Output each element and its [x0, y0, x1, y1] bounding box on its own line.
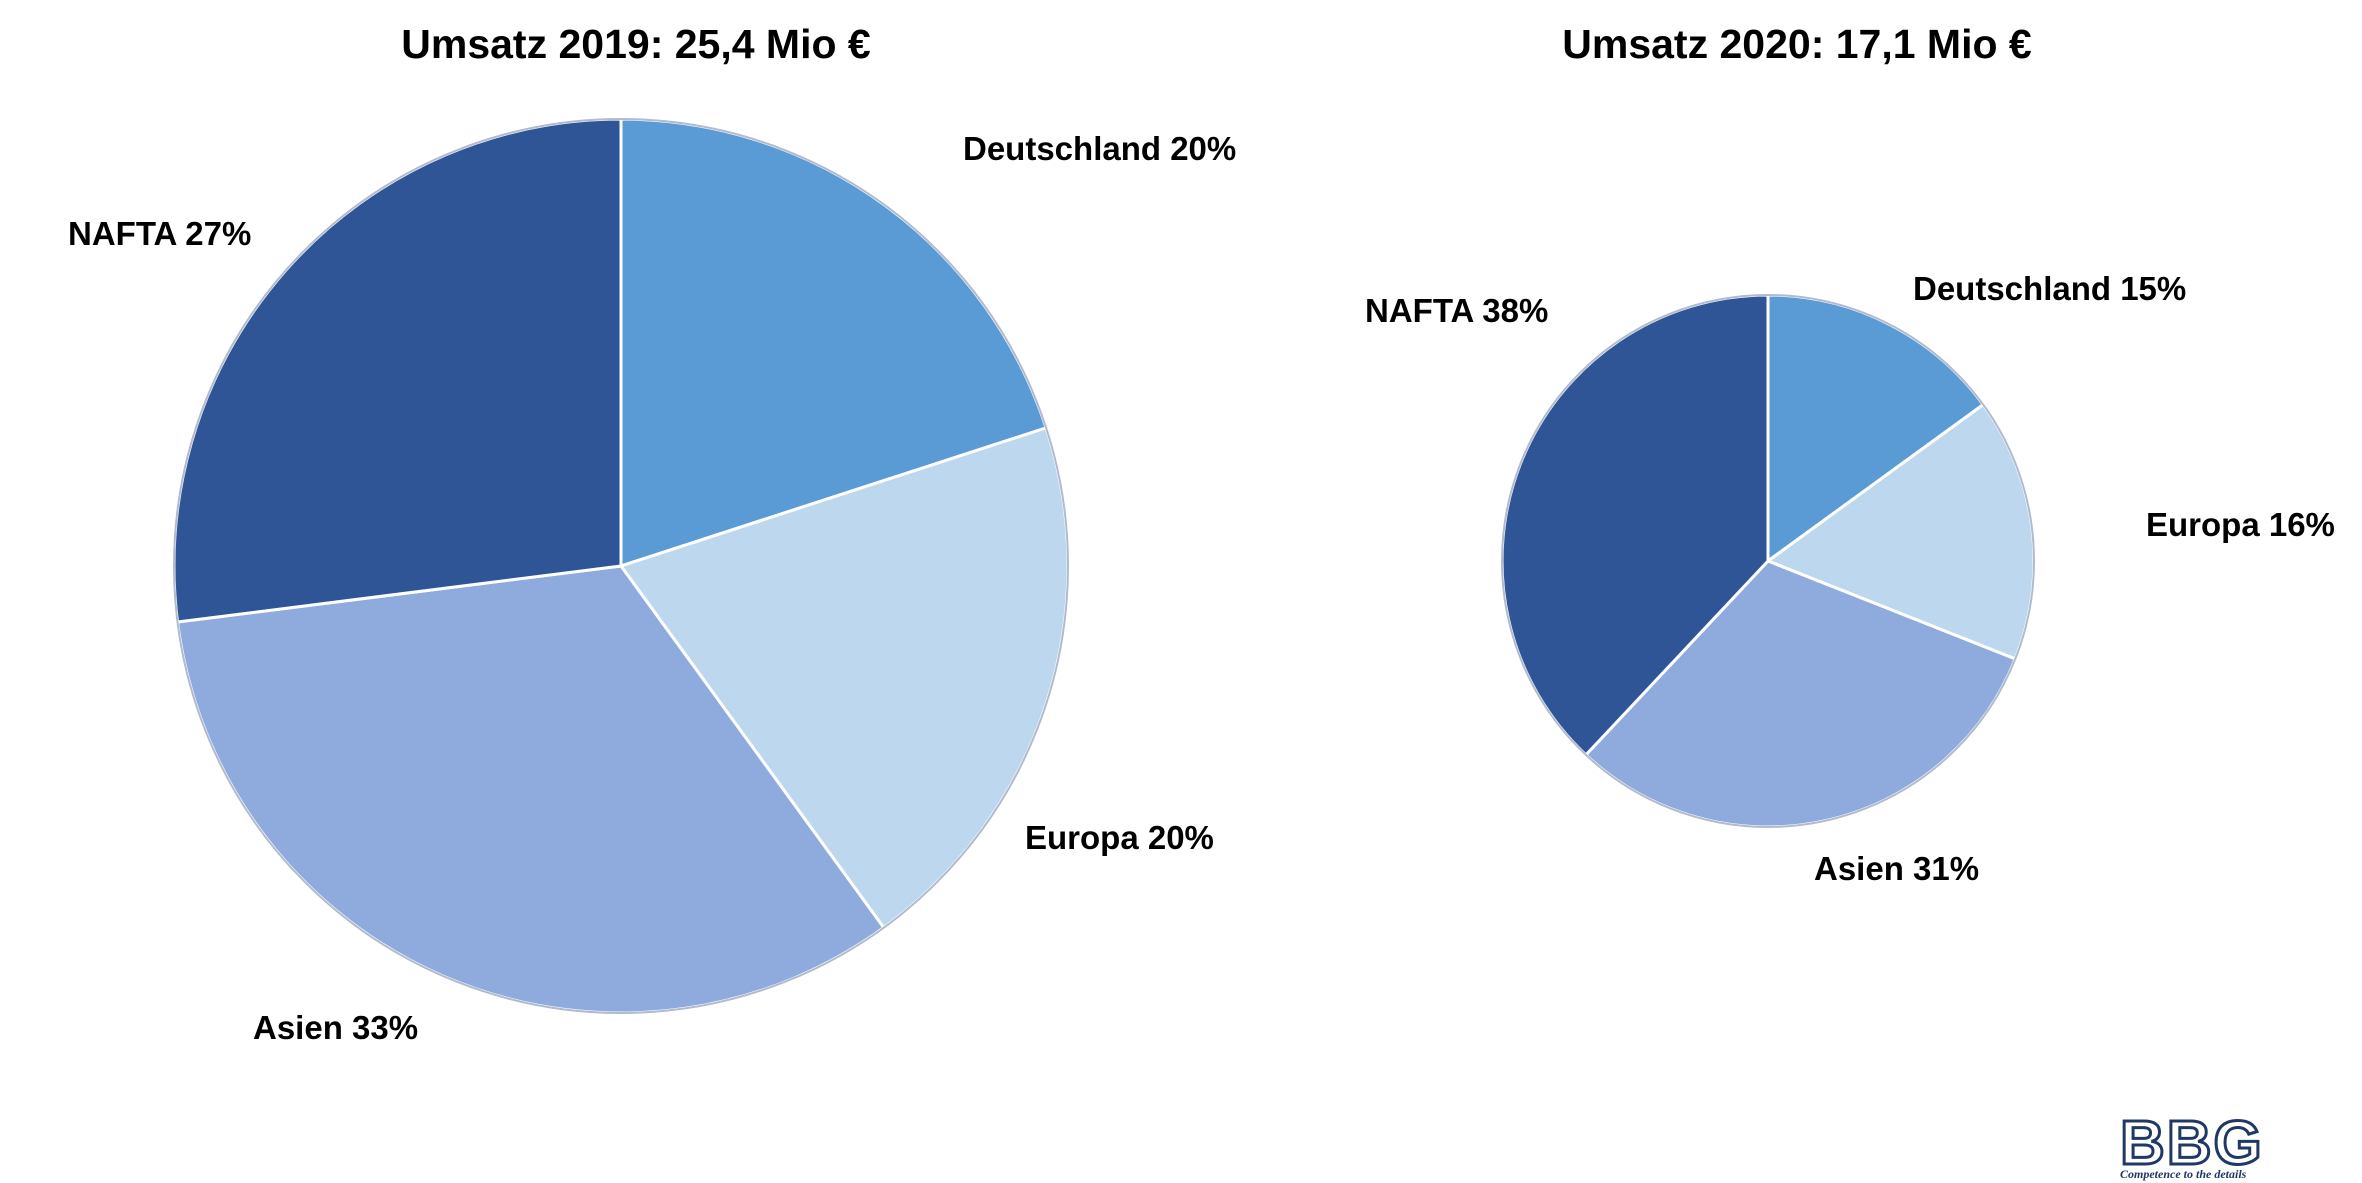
logo-letters: BBG — [2120, 1112, 2264, 1178]
chart-title-2019: Umsatz 2019: 25,4 Mio € — [401, 21, 871, 67]
pie-slice-europa-2020 — [1766, 403, 2036, 661]
slice-label-asien-2019: Asien 33% — [253, 1009, 418, 1046]
slice-label-nafta-2020: NAFTA 38% — [1365, 292, 1548, 329]
pie-chart-2019: Umsatz 2019: 25,4 Mio € Deutschland 20% … — [68, 21, 1236, 1046]
pie-slice-asien-2019 — [176, 564, 886, 1015]
slice-label-asien-2020: Asien 31% — [1814, 850, 1979, 887]
slice-label-europa-2019: Europa 20% — [1025, 819, 1214, 856]
pie-slices-2019 — [172, 117, 1070, 1015]
slice-label-nafta-2019: NAFTA 27% — [68, 215, 251, 252]
pie-slice-nafta-2020 — [1500, 293, 1770, 757]
slice-label-europa-2020: Europa 16% — [2146, 506, 2335, 543]
pie-outline-2020 — [1501, 294, 2035, 828]
pie-slice-deutschland-2019 — [619, 117, 1048, 568]
pie-slice-nafta-2019 — [172, 117, 623, 624]
pie-labels-2020: Deutschland 15% Europa 16% Asien 31% NAF… — [1365, 270, 2335, 887]
pie-labels-2019: Deutschland 20% Europa 20% Asien 33% NAF… — [68, 130, 1236, 1046]
slice-label-deutschland-2019: Deutschland 20% — [963, 130, 1236, 167]
pie-chart-2020: Umsatz 2020: 17,1 Mio € Deutschland 15% … — [1365, 21, 2335, 887]
pie-outline-2019 — [173, 118, 1069, 1014]
logo-tagline: Competence to the details — [2120, 1167, 2247, 1181]
pie-slice-deutschland-2020 — [1766, 293, 1985, 563]
pie-slice-europa-2019 — [619, 426, 1070, 930]
slice-label-deutschland-2020: Deutschland 15% — [1913, 270, 2186, 307]
chart-title-2020: Umsatz 2020: 17,1 Mio € — [1562, 21, 2032, 67]
pie-slice-asien-2020 — [1584, 559, 2017, 829]
pie-slices-2020 — [1500, 293, 2036, 829]
bbg-logo: BBG Competence to the details — [2119, 1112, 2264, 1181]
